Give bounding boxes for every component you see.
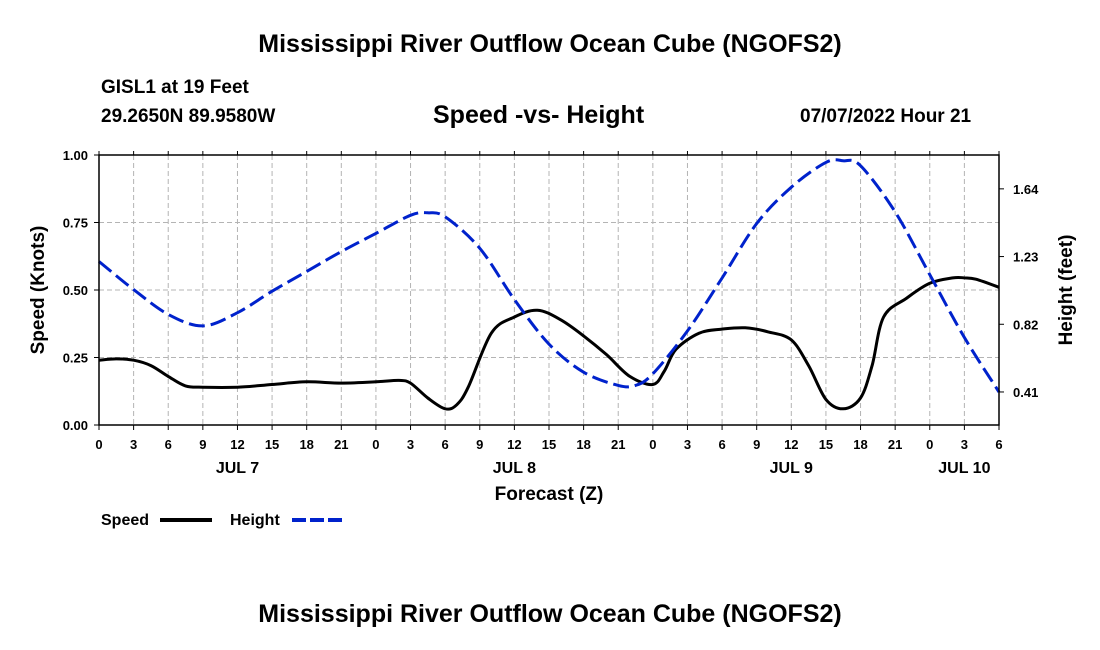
forecast-time: 07/07/2022 Hour 21 (800, 106, 972, 127)
x-tick-label: 0 (95, 437, 102, 452)
x-tick-label: 0 (372, 437, 379, 452)
x-tick-label: 0 (649, 437, 656, 452)
y-left-tick-label: 0.25 (63, 351, 88, 366)
x-tick-label: 0 (926, 437, 933, 452)
x-tick-label: 21 (334, 437, 348, 452)
x-tick-label: 6 (165, 437, 172, 452)
x-tick-label: 18 (299, 437, 313, 452)
footer-title: Mississippi River Outflow Ocean Cube (NG… (258, 600, 842, 628)
x-tick-label: 12 (784, 437, 798, 452)
x-tick-label: 6 (995, 437, 1002, 452)
y-left-tick-label: 0.50 (63, 283, 88, 298)
legend-label-speed: Speed (101, 512, 149, 529)
x-tick-label: 9 (476, 437, 483, 452)
grid-lines (99, 155, 999, 425)
y-axis-right-label: Height (feet) (1056, 235, 1077, 346)
x-tick-label: 12 (230, 437, 244, 452)
y-right-tick-label: 0.41 (1013, 385, 1038, 400)
legend: Speed Height (101, 512, 344, 529)
x-tick-label: 15 (265, 437, 279, 452)
series-lines (98, 158, 1001, 411)
x-tick-label: 6 (442, 437, 449, 452)
series-line-height (98, 158, 1001, 393)
y-right-tick-label: 1.23 (1013, 250, 1038, 265)
tick-labels: 0 3 6 9 12 15 18 21 0 3 6 9 12 15 18 21 0 3 6 9 12 15 18 21 0 3 6 0… (63, 148, 1039, 477)
y-right-tick-label: 0.82 (1013, 317, 1038, 332)
y-axis-left-label: Speed (Knots) (28, 226, 49, 355)
x-tick-label: 3 (961, 437, 968, 452)
x-tick-label: 18 (853, 437, 867, 452)
y-left-tick-label: 1.00 (63, 148, 88, 163)
station-coordinates: 29.2650N 89.9580W (101, 106, 276, 127)
y-left-tick-label: 0.75 (63, 216, 88, 231)
x-tick-label: 6 (718, 437, 725, 452)
x-tick-label: 3 (684, 437, 691, 452)
y-left-tick-label: 0.00 (63, 418, 88, 433)
x-tick-label: 15 (542, 437, 556, 452)
chart-subtitle: Speed -vs- Height (433, 101, 645, 129)
x-tick-label: 3 (130, 437, 137, 452)
chart-title: Mississippi River Outflow Ocean Cube (NG… (258, 30, 842, 58)
y-right-tick-label: 1.64 (1013, 182, 1039, 197)
x-tick-label: 3 (407, 437, 414, 452)
legend-label-height: Height (230, 512, 280, 529)
x-tick-label: 12 (507, 437, 521, 452)
x-axis-label: Forecast (Z) (495, 484, 604, 505)
x-tick-label: 9 (199, 437, 206, 452)
x-day-label: JUL 10 (938, 460, 990, 477)
x-day-label: JUL 9 (770, 460, 813, 477)
x-tick-label: 21 (888, 437, 902, 452)
station-name: GISL1 at 19 Feet (101, 77, 249, 98)
x-tick-label: 15 (819, 437, 833, 452)
x-tick-label: 21 (611, 437, 625, 452)
x-tick-label: 18 (576, 437, 590, 452)
x-tick-label: 9 (753, 437, 760, 452)
x-day-label: JUL 7 (216, 460, 259, 477)
series-line-speed (98, 275, 1000, 411)
x-day-label: JUL 8 (493, 460, 536, 477)
tick-marks (94, 151, 1004, 430)
